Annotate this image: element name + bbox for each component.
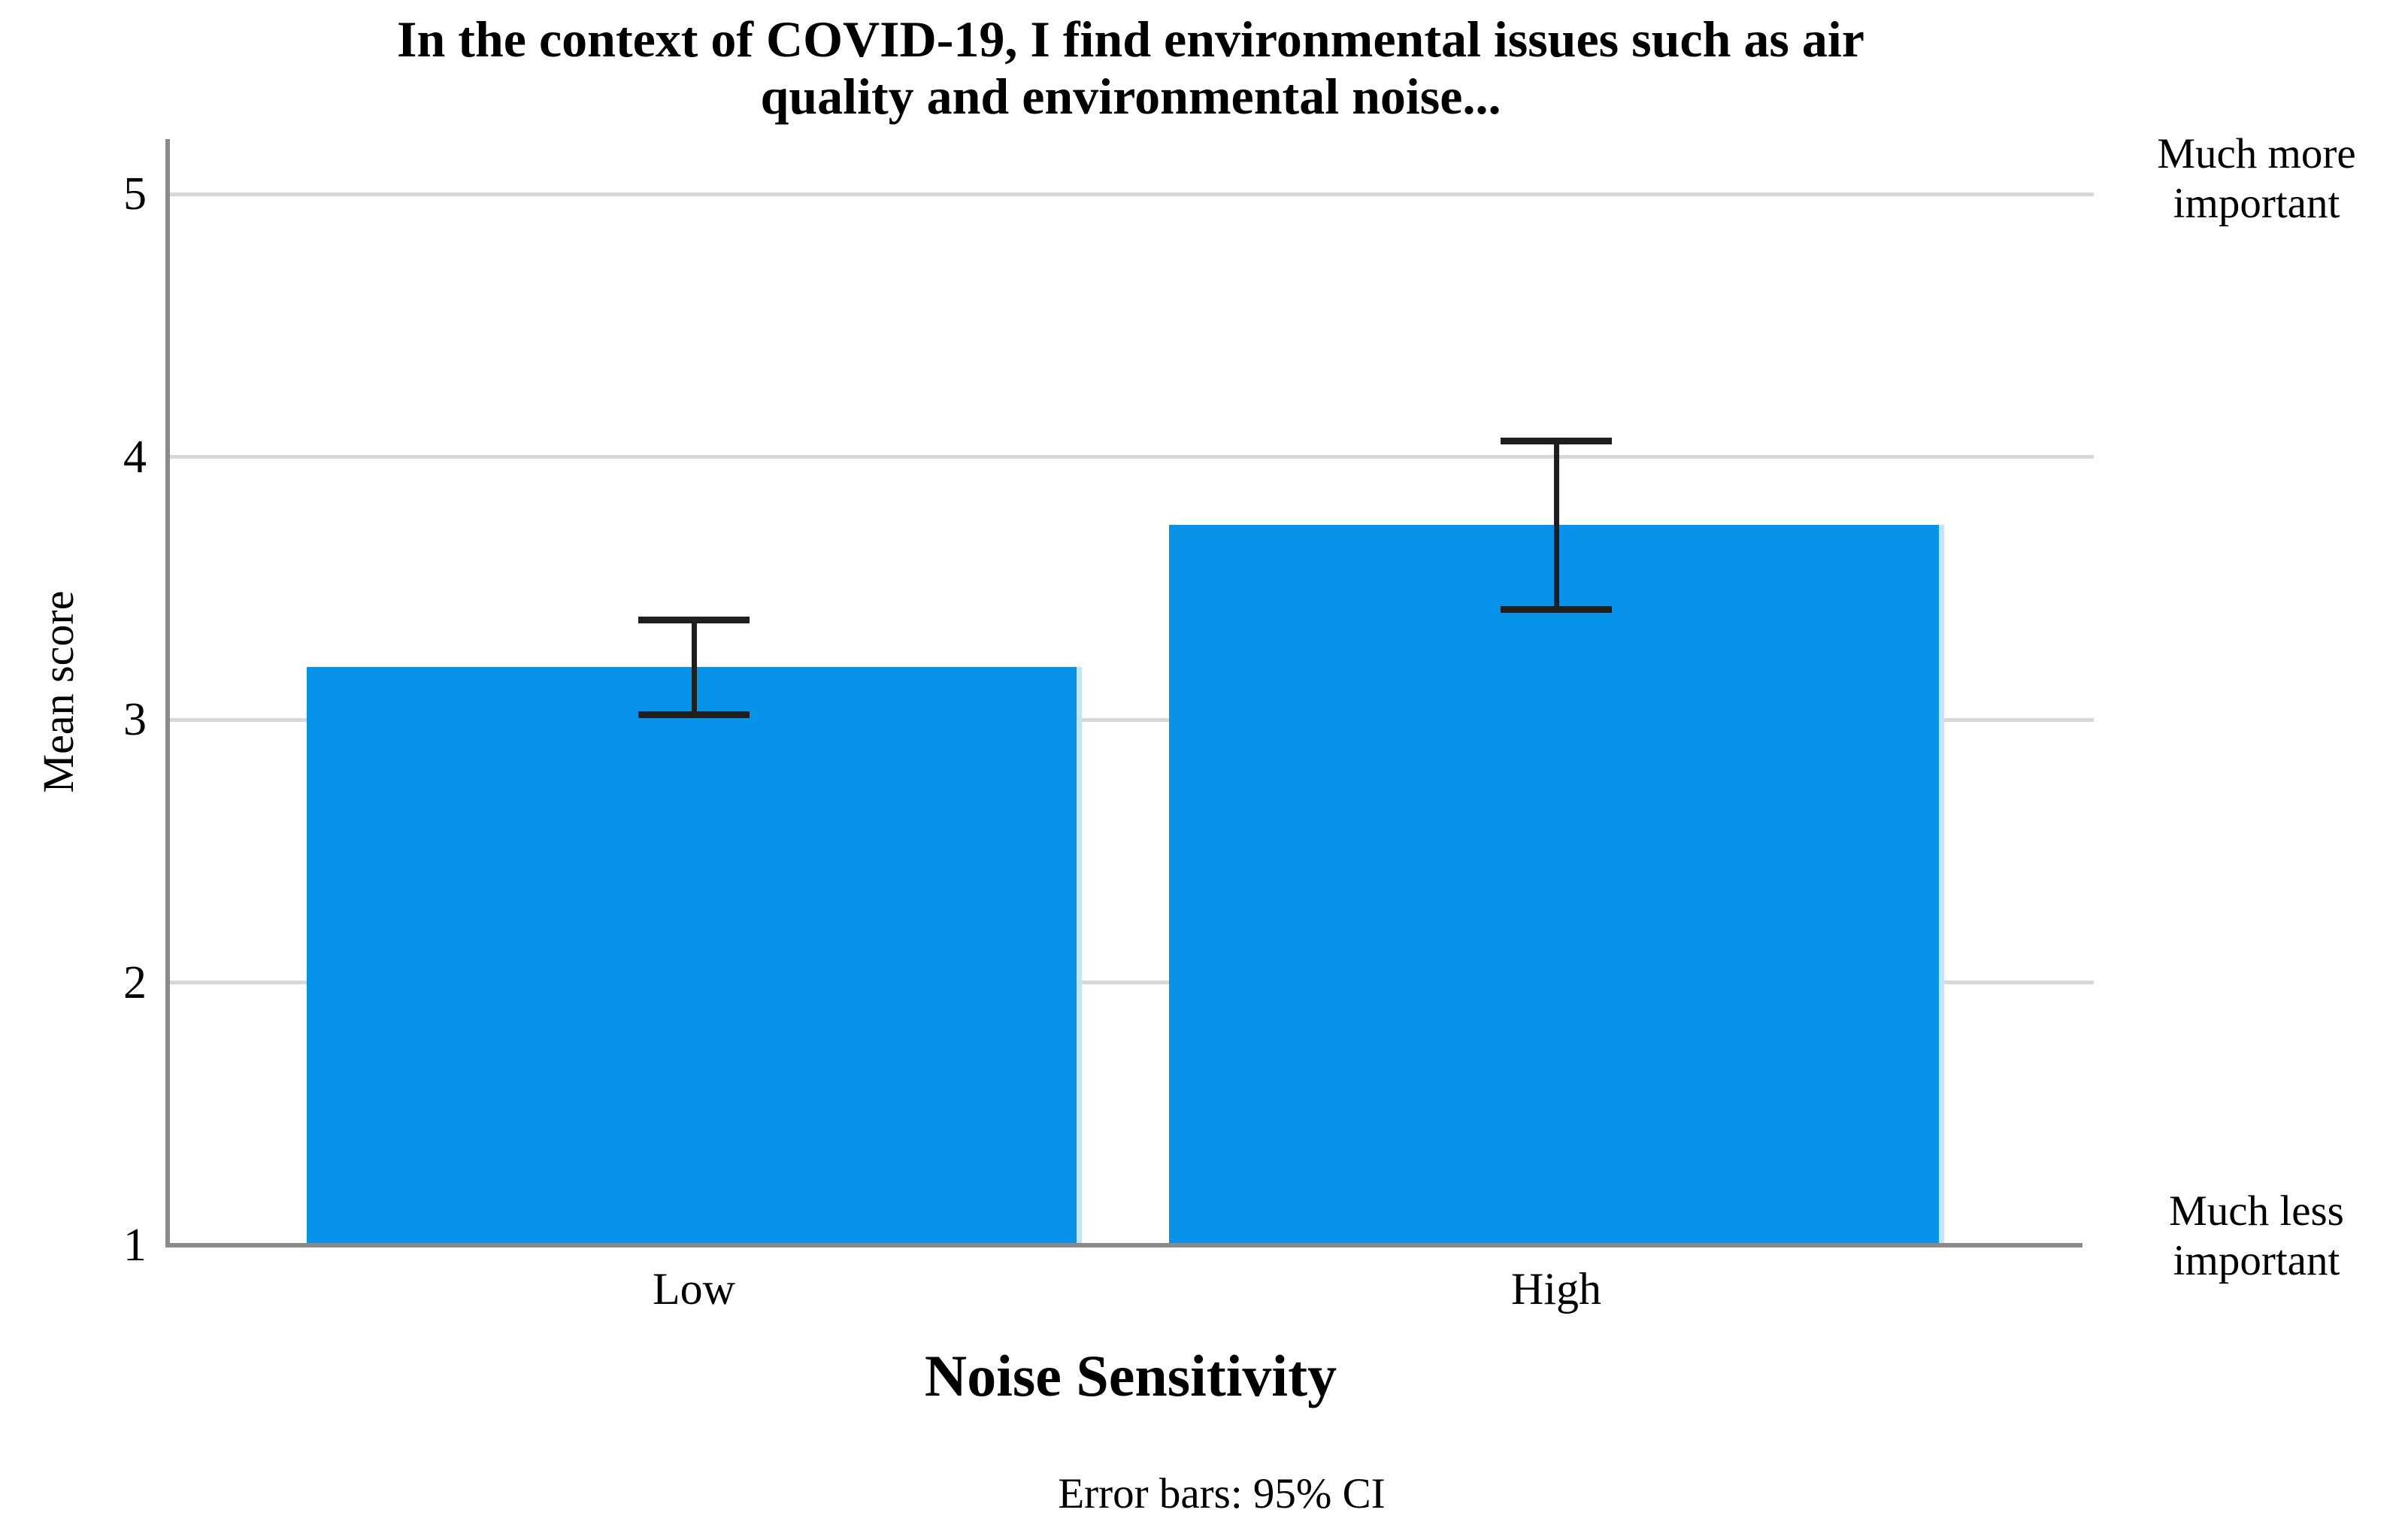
error-bar-top-cap-low — [638, 616, 750, 623]
right-annotation-bottom-line1: Much less — [2169, 1187, 2344, 1235]
error-bar-bottom-cap-high — [1501, 605, 1612, 613]
x-axis-line — [165, 1243, 2082, 1248]
error-bar-line-high — [1553, 441, 1559, 610]
gridline-2 — [168, 981, 2094, 984]
right-annotation-bottom-line2: important — [2173, 1237, 2340, 1284]
x-axis-title: Noise Sensitivity — [924, 1343, 1337, 1408]
x-tick-label-low: Low — [653, 1264, 735, 1314]
chart-title: In the context of COVID-19, I find envir… — [168, 11, 2094, 125]
y-tick-label-4: 4 — [123, 431, 147, 483]
y-tick-label-3: 3 — [123, 694, 147, 745]
chart-title-line2: quality and environmental noise... — [760, 68, 1501, 125]
y-tick-label-5: 5 — [123, 168, 147, 220]
right-annotation-much-less-important: Much less important — [2105, 1187, 2408, 1286]
right-annotation-much-more-important: Much more important — [2105, 129, 2408, 229]
error-bars-footnote: Error bars: 95% CI — [1058, 1470, 1386, 1517]
right-annotation-top-line2: important — [2173, 180, 2340, 227]
error-bar-line-low — [691, 620, 697, 714]
y-tick-label-1: 1 — [123, 1220, 147, 1271]
gridline-3 — [168, 717, 2094, 722]
gridline-4 — [168, 455, 2094, 459]
y-tick-label-2: 2 — [123, 956, 147, 1008]
chart-title-line1: In the context of COVID-19, I find envir… — [397, 11, 1864, 68]
bar-low — [306, 667, 1082, 1248]
right-annotation-top-line1: Much more — [2157, 130, 2356, 177]
x-tick-label-high: High — [1511, 1264, 1601, 1314]
error-bar-bottom-cap-low — [638, 711, 750, 718]
bar-high — [1168, 525, 1944, 1248]
y-axis-line — [165, 139, 170, 1248]
gridline-5 — [168, 192, 2094, 196]
y-axis-title: Mean score — [34, 590, 83, 793]
error-bar-top-cap-high — [1501, 438, 1612, 445]
